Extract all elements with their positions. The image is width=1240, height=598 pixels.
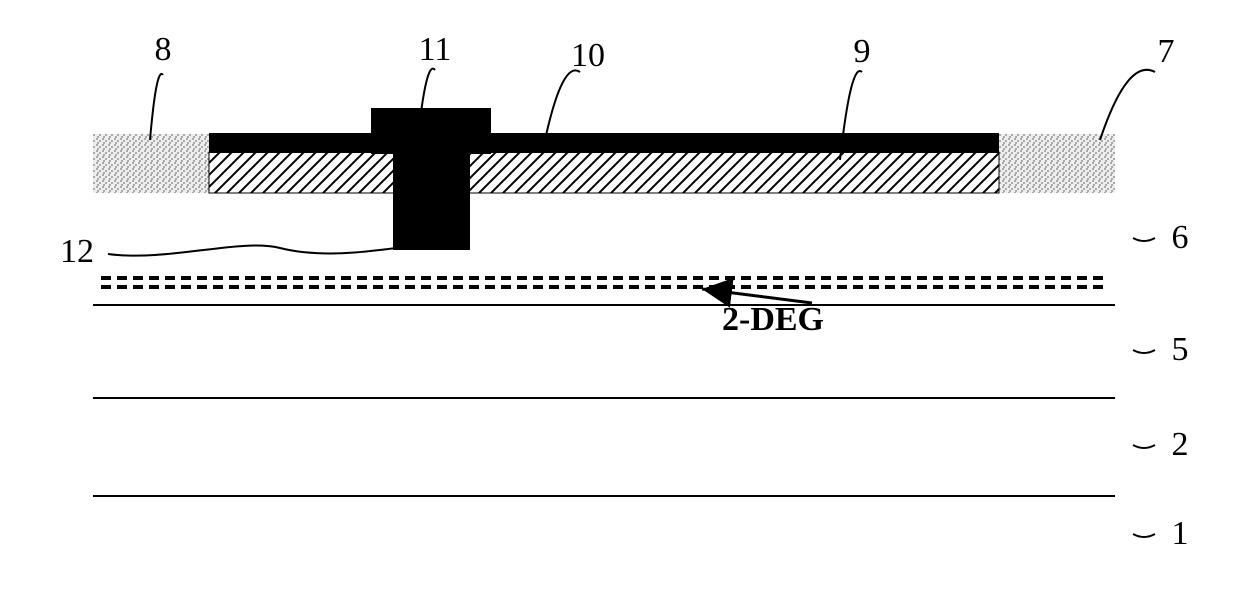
leader-l8 bbox=[150, 74, 163, 140]
leader-l6 bbox=[1133, 238, 1155, 241]
leader-l5 bbox=[1133, 350, 1155, 353]
leader-l7 bbox=[1100, 70, 1155, 140]
label-l2: 2 bbox=[1172, 426, 1189, 463]
contact-right bbox=[999, 134, 1115, 193]
label-2deg: 2-DEG bbox=[722, 301, 824, 338]
label-l6: 6 bbox=[1172, 219, 1189, 256]
semiconductor-cross-section: 8 11 10 9 7 12 6 5 2 1 2-DEG bbox=[0, 0, 1240, 598]
label-l1: 1 bbox=[1172, 515, 1189, 552]
leader-l2 bbox=[1133, 445, 1155, 448]
leader-l10 bbox=[545, 70, 580, 140]
label-l5: 5 bbox=[1172, 331, 1189, 368]
field-plate bbox=[209, 133, 999, 153]
leader-l12 bbox=[108, 246, 396, 256]
leader-l1 bbox=[1133, 534, 1155, 537]
gate-stem bbox=[393, 152, 470, 250]
label-l12: 12 bbox=[60, 233, 94, 270]
passivation-layer bbox=[209, 152, 999, 193]
label-l11: 11 bbox=[419, 31, 452, 68]
label-l9: 9 bbox=[854, 33, 871, 70]
contact-left bbox=[93, 134, 209, 193]
label-l10: 10 bbox=[571, 37, 605, 74]
gate-cap bbox=[371, 108, 491, 154]
label-l7: 7 bbox=[1158, 33, 1175, 70]
label-l8: 8 bbox=[155, 31, 172, 68]
